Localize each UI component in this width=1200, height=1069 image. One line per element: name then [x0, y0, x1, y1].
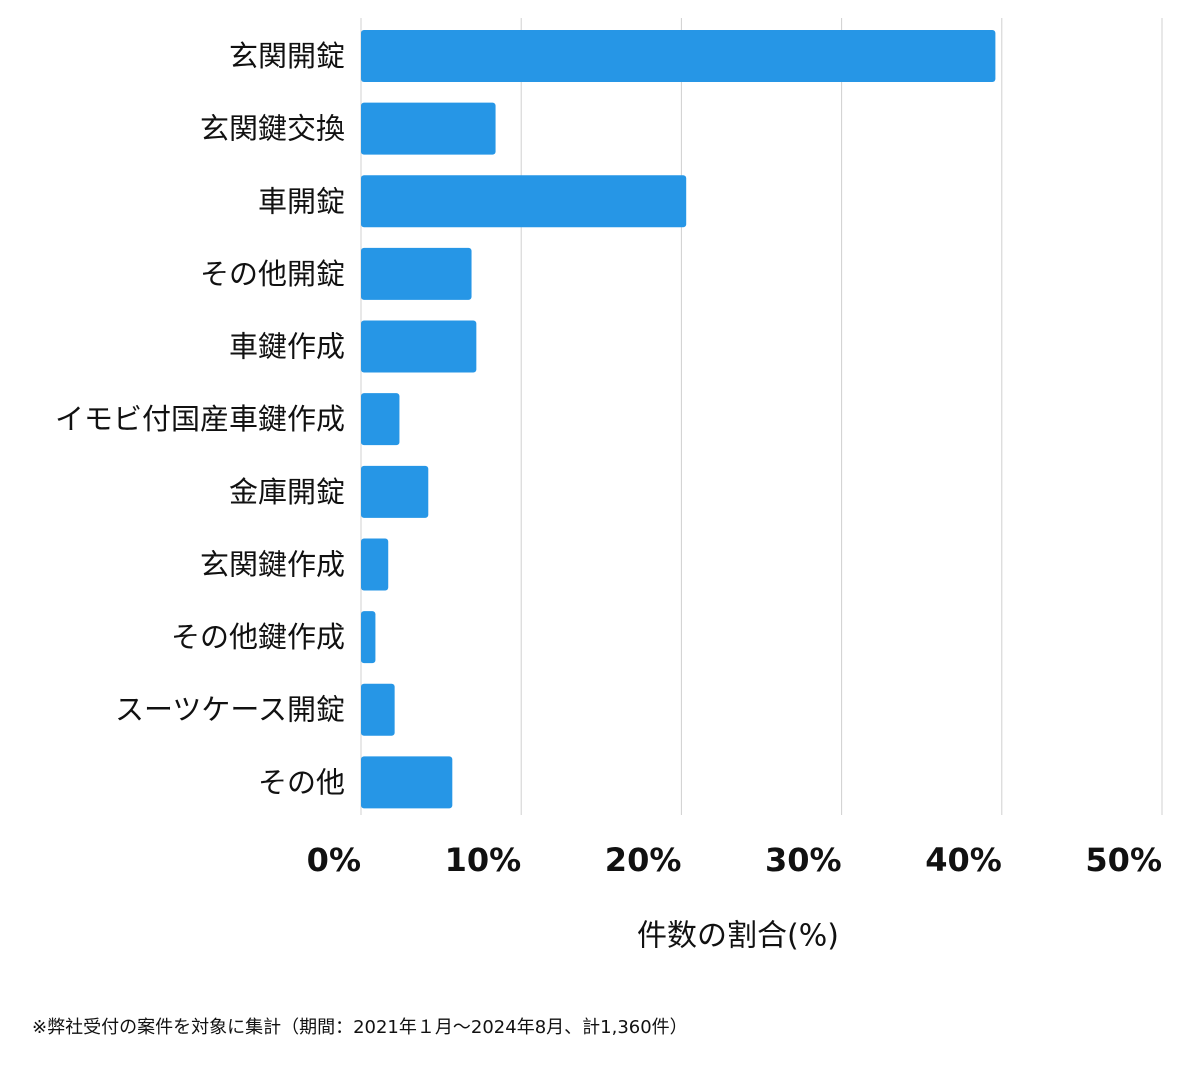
y-tick-label: スーツケース開錠 — [115, 693, 345, 727]
y-tick-label: 金庫開錠 — [229, 475, 345, 509]
bar — [361, 756, 453, 809]
bar — [361, 683, 395, 736]
x-tick-label: 30% — [765, 841, 842, 879]
y-tick-label: その他開錠 — [200, 257, 345, 291]
bar — [361, 538, 389, 591]
y-tick-label: 玄関鍵作成 — [200, 547, 345, 581]
bar — [361, 247, 472, 300]
x-axis-label: 件数の割合(%) — [637, 919, 839, 954]
x-tick-label: 0% — [307, 841, 361, 879]
x-tick-label: 50% — [1085, 841, 1162, 879]
y-tick-label: 車鍵作成 — [229, 330, 345, 364]
bar — [361, 102, 496, 155]
y-tick-label: イモビ付国産車鍵作成 — [55, 402, 345, 436]
bar — [361, 393, 400, 446]
footnote: ※弊社受付の案件を対象に集計（期間：2021年１月～2024年8月、計1,360… — [32, 1017, 688, 1038]
y-tick-label: 玄関鍵交換 — [200, 112, 345, 146]
x-tick-label: 10% — [445, 841, 522, 879]
y-tick-label: その他鍵作成 — [171, 620, 345, 654]
x-tick-label: 20% — [605, 841, 682, 879]
bar — [361, 465, 429, 518]
bar — [361, 175, 687, 228]
y-tick-label: 車開錠 — [258, 184, 345, 218]
bar — [361, 320, 477, 373]
y-tick-label: その他 — [258, 765, 345, 799]
x-tick-label: 40% — [925, 841, 1002, 879]
bar — [361, 30, 996, 82]
y-tick-label: 玄関開錠 — [229, 39, 345, 73]
bar — [361, 611, 376, 664]
